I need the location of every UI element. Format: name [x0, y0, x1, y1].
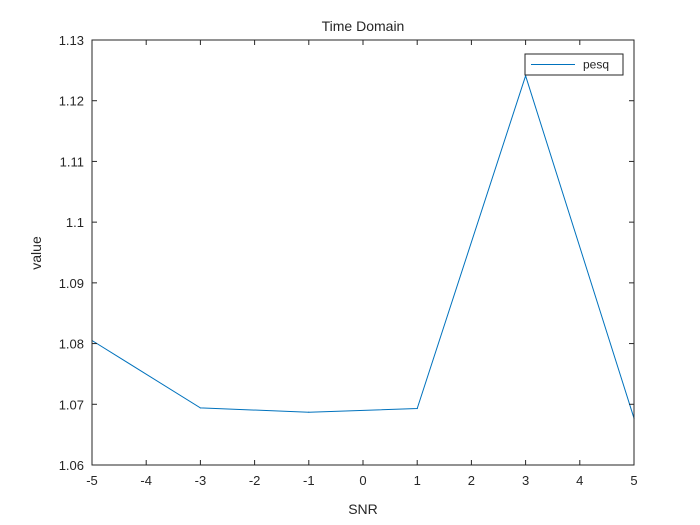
data-point	[199, 407, 201, 409]
y-axis-label: value	[28, 236, 44, 270]
x-axis-label: SNR	[348, 501, 378, 517]
legend-label: pesq	[583, 58, 609, 72]
x-tick-label: 1	[414, 473, 421, 488]
x-tick-label: 3	[522, 473, 529, 488]
y-tick-label: 1.1	[66, 215, 84, 230]
y-tick-label: 1.09	[59, 276, 84, 291]
chart-title: Time Domain	[322, 18, 405, 34]
x-tick-label: 2	[468, 473, 475, 488]
x-tick-label: -2	[249, 473, 261, 488]
data-point	[416, 407, 418, 410]
y-tick-label: 1.11	[60, 154, 84, 169]
legend: pesq	[524, 53, 624, 76]
x-axis-ticks: -5 -4 -3 -2 -1 0 1 2 3 4 5	[86, 40, 638, 488]
y-axis-ticks: 1.06 1.07 1.08 1.09 1.1 1.11 1.12 1.13	[59, 33, 634, 473]
series-line-pesq	[91, 74, 635, 419]
y-tick-label: 1.06	[59, 458, 84, 473]
plot-area	[92, 40, 634, 465]
data-point	[525, 75, 527, 77]
x-tick-label: -1	[303, 473, 315, 488]
x-tick-label: 5	[630, 473, 637, 488]
data-point	[308, 411, 310, 413]
x-tick-label: -5	[86, 473, 98, 488]
y-tick-label: 1.08	[59, 337, 84, 352]
y-tick-label: 1.12	[59, 94, 84, 109]
x-tick-label: -4	[140, 473, 152, 488]
x-tick-label: -3	[195, 473, 207, 488]
y-tick-label: 1.13	[59, 33, 84, 48]
x-tick-label: 0	[359, 473, 366, 488]
x-tick-label: 4	[576, 473, 583, 488]
y-tick-label: 1.07	[59, 397, 84, 412]
